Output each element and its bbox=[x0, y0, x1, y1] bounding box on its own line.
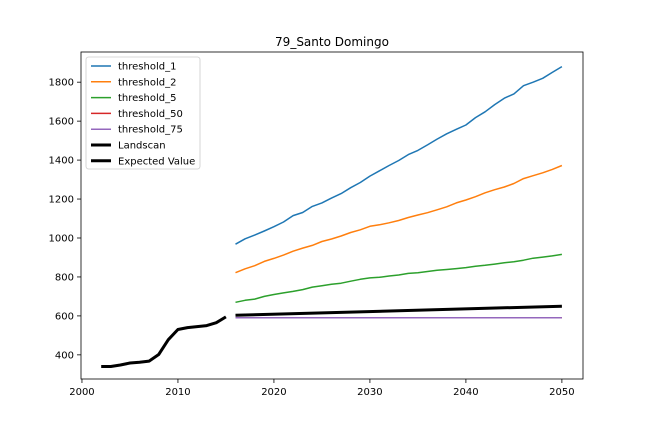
legend-label: threshold_1 bbox=[118, 62, 176, 73]
x-tick-label: 2000 bbox=[69, 387, 94, 398]
chart-title: 79_Santo Domingo bbox=[275, 35, 389, 49]
series-line-threshold-5 bbox=[235, 253, 563, 304]
y-tick-label: 1000 bbox=[49, 233, 74, 244]
legend-box bbox=[85, 56, 201, 170]
x-tick-label: 2030 bbox=[357, 387, 382, 398]
x-tick-label: 2040 bbox=[453, 387, 478, 398]
axes-frame bbox=[80, 51, 584, 380]
series-line-landscan bbox=[101, 315, 227, 368]
x-tick-label: 2050 bbox=[549, 387, 574, 398]
series-line-expected-value bbox=[235, 304, 562, 317]
ticks-layer: 2000 2010 2020 2030 2040 2050 400 600 800 1000 120… bbox=[49, 78, 575, 398]
legend-label: threshold_50 bbox=[118, 109, 183, 120]
series-line-threshold-2 bbox=[235, 164, 563, 274]
legend-label: threshold_2 bbox=[118, 77, 176, 88]
series-line-threshold-1 bbox=[235, 65, 563, 245]
x-tick-label: 2020 bbox=[261, 387, 286, 398]
y-tick-label: 600 bbox=[55, 311, 74, 322]
legend: threshold_1 threshold_2 threshold_5thresho… bbox=[85, 56, 201, 170]
y-tick-label: 800 bbox=[55, 272, 74, 283]
series-layer bbox=[101, 65, 563, 368]
y-tick-label: 1600 bbox=[49, 117, 74, 128]
y-tick-label: 1800 bbox=[49, 78, 74, 89]
y-tick-label: 400 bbox=[55, 350, 74, 361]
legend-label: Landscan bbox=[118, 141, 166, 152]
y-tick-label: 1400 bbox=[49, 156, 74, 167]
legend-label: threshold_5 bbox=[118, 93, 176, 104]
x-tick-label: 2010 bbox=[165, 387, 190, 398]
legend-label: threshold_75 bbox=[118, 125, 183, 136]
y-tick-label: 1200 bbox=[49, 195, 74, 206]
legend-label: Expected Value bbox=[118, 156, 195, 167]
